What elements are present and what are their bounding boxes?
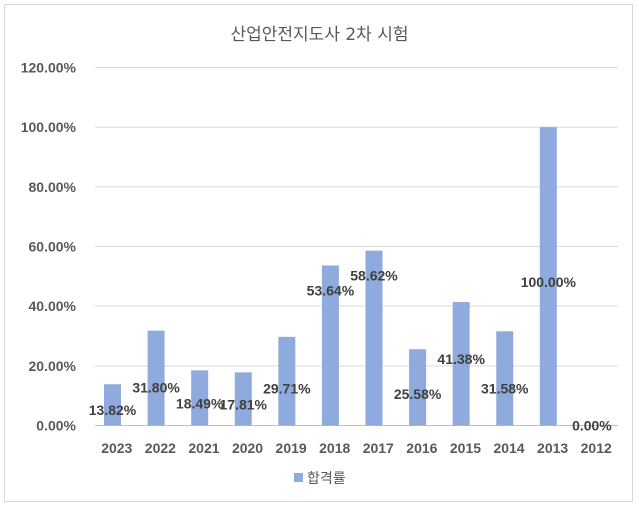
- bar[interactable]: [496, 331, 514, 426]
- y-tick-label: 60.00%: [29, 239, 77, 255]
- bar[interactable]: [365, 250, 383, 426]
- x-tick-label: 2022: [145, 440, 176, 456]
- y-tick-label: 120.00%: [21, 60, 77, 76]
- y-tick-label: 0.00%: [36, 418, 76, 434]
- data-label: 0.00%: [572, 418, 612, 434]
- x-tick-label: 2015: [450, 440, 481, 456]
- chart-title: 산업안전지도사 2차 시험: [230, 25, 409, 45]
- data-label: 29.71%: [263, 381, 311, 397]
- bar[interactable]: [191, 370, 209, 426]
- data-label: 31.80%: [132, 380, 180, 396]
- x-tick-label: 2021: [188, 440, 219, 456]
- data-label: 31.58%: [481, 380, 529, 396]
- x-tick-label: 2017: [363, 440, 394, 456]
- bar[interactable]: [452, 302, 470, 426]
- legend[interactable]: 합격률: [294, 471, 346, 487]
- legend-label: 합격률: [307, 471, 346, 487]
- bar[interactable]: [321, 265, 339, 426]
- bar[interactable]: [278, 336, 296, 426]
- bar[interactable]: [147, 330, 165, 426]
- data-label: 25.58%: [394, 386, 442, 402]
- x-tick-label: 2016: [406, 440, 437, 456]
- bar-layer: [104, 127, 557, 426]
- y-tick-label: 40.00%: [29, 298, 77, 314]
- x-tick-label: 2012: [581, 440, 612, 456]
- y-tick-label: 80.00%: [29, 179, 77, 195]
- data-label: 58.62%: [350, 268, 398, 284]
- data-label: 18.49%: [176, 396, 224, 412]
- legend-swatch: [294, 473, 303, 482]
- bar[interactable]: [104, 384, 121, 426]
- x-tick-label: 2013: [537, 440, 568, 456]
- y-tick-label: 20.00%: [29, 358, 77, 374]
- data-label: 13.82%: [89, 402, 137, 418]
- data-label: 17.81%: [220, 397, 268, 413]
- x-axis-ticks: 2023 2022 2021 2020 2019 2018 2017 2016 2015 2014…: [101, 440, 612, 456]
- x-tick-label: 2023: [101, 440, 132, 456]
- data-label: 53.64%: [307, 282, 355, 298]
- x-tick-label: 2020: [232, 440, 263, 456]
- grid-layer: [95, 67, 618, 426]
- x-tick-label: 2019: [276, 440, 307, 456]
- x-tick-label: 2018: [319, 440, 350, 456]
- bar[interactable]: [234, 372, 252, 426]
- y-axis-ticks: 0.00% 20.00% 40.00% 60.00% 80.00% 100.00% 120.…: [21, 60, 77, 434]
- x-tick-label: 2014: [493, 440, 524, 456]
- bar[interactable]: [409, 349, 427, 426]
- data-label: 100.00%: [521, 274, 577, 290]
- data-label: 41.38%: [437, 351, 485, 367]
- y-tick-label: 100.00%: [21, 119, 77, 135]
- data-label-layer: 13.82% 31.80%18.49%17.81%29.71% 53.64%58.6…: [89, 268, 613, 434]
- bar[interactable]: [539, 127, 557, 426]
